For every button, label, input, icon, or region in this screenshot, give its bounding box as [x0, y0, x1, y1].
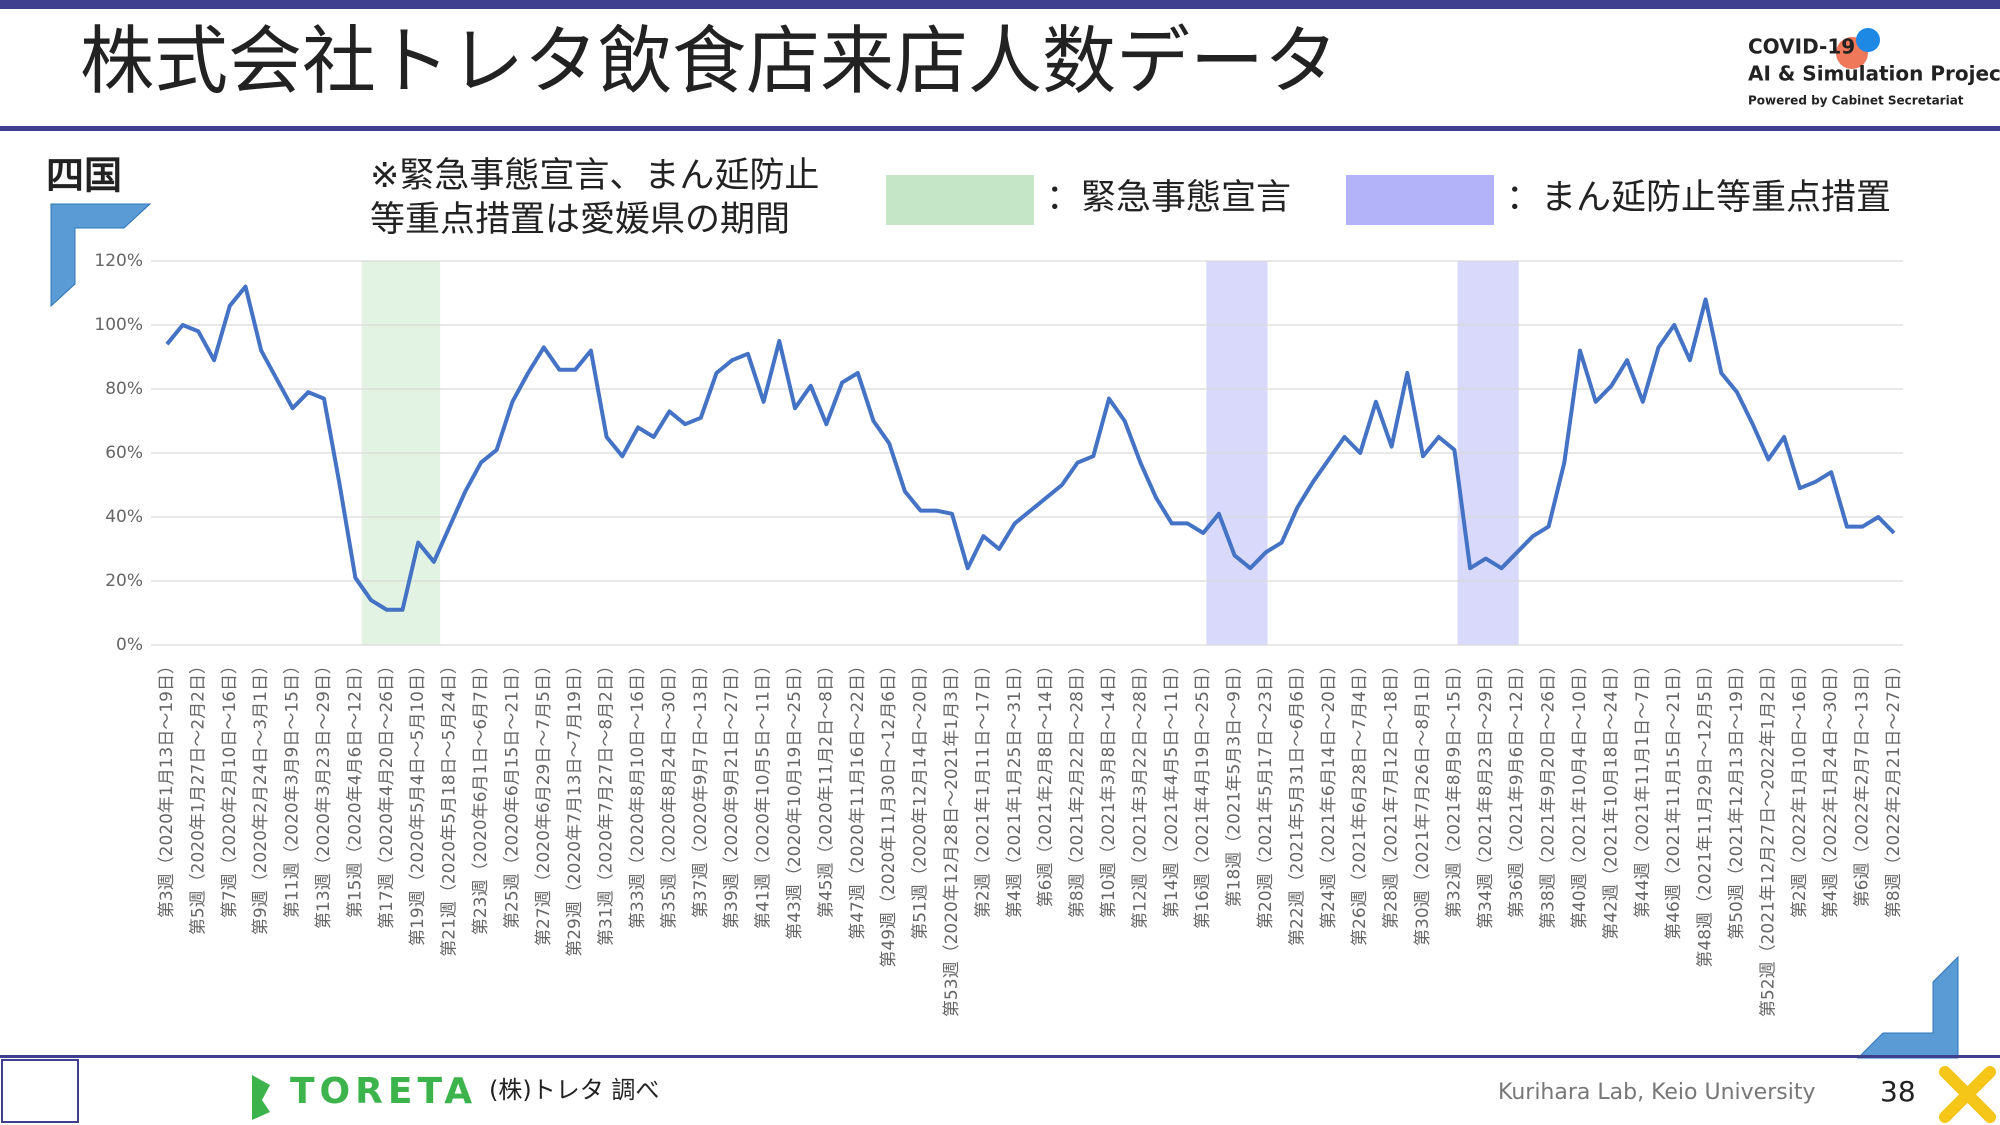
x-tick-label: 第53週（2020年12月28日～2021年1月3日） — [942, 657, 962, 1017]
x-tick-label: 第19週（2020年5月4日～5月10日） — [408, 657, 428, 946]
x-tick-label: 第38週（2021年9月20日～26日） — [1539, 657, 1559, 929]
brand: TORETA — [290, 1071, 477, 1112]
y-tick-label: 100% — [94, 315, 143, 335]
legend-label: ：緊急事態宣言 — [1046, 178, 1291, 218]
x-tick-label: 第21週（2020年5月18日～5月24日） — [440, 657, 460, 957]
x-tick-label: 第20週（2021年5月17日～23日） — [1256, 657, 1276, 929]
x-tick-label: 第2週（2021年1月11日～17日） — [973, 657, 993, 918]
x-tick-label: 第15週（2020年4月6日～12日） — [345, 657, 365, 918]
x-tick-label: 第13週（2020年3月23日～29日） — [314, 657, 334, 929]
x-tick-label: 第45週（2020年11月2日～8日） — [816, 657, 836, 918]
logo-text: AI & Simulation Project — [1748, 62, 2000, 86]
x-tick-label: 第14週（2021年4月5日～11日） — [1162, 657, 1182, 918]
x-tick-label: 第8週（2022年2月21日～27日） — [1884, 657, 1904, 918]
x-tick-label: 第5週（2020年1月27日～2月2日） — [188, 657, 208, 935]
x-tick-label: 第39週（2020年9月21日～27日） — [722, 657, 742, 929]
x-tick-label: 第43週（2020年10月19日～25日） — [785, 657, 805, 940]
y-tick-label: 40% — [105, 507, 143, 527]
legend-swatch — [886, 175, 1034, 225]
x-tick-label: 第35週（2020年8月24日～30日） — [659, 657, 679, 929]
x-tick-label: 第4週（2021年1月25日～31日） — [1005, 657, 1025, 918]
x-tick-label: 第6週（2022年2月7日～13日） — [1853, 657, 1873, 907]
x-tick-label: 第7週（2020年2月10日～16日） — [220, 657, 240, 918]
legend-label: ：まん延防止等重点措置 — [1506, 178, 1891, 218]
x-tick-label: 第36週（2021年9月6日～12日） — [1507, 657, 1527, 918]
x-tick-label: 第12週（2021年3月22日～28日） — [1130, 657, 1150, 929]
x-tick-label: 第29週（2020年7月13日～7月19日） — [565, 657, 585, 957]
x-tick-label: 第8週（2021年2月22日～28日） — [1068, 657, 1088, 918]
x-tick-label: 第11週（2020年3月9日～15日） — [283, 657, 303, 918]
x-tick-label: 第41週（2020年10月5日～11日） — [754, 657, 774, 929]
note: ※緊急事態宣言、まん延防止 — [370, 156, 819, 196]
x-tick-label: 第27週（2020年6月29日～7月5日） — [534, 657, 554, 946]
lab-logo — [1, 1059, 79, 1123]
x-tick-label: 第52週（2021年12月27日～2022年1月2日） — [1758, 657, 1778, 1017]
x-tick-label: 第28週（2021年7月12日～18日） — [1382, 657, 1402, 929]
x-tick-label: 第31週（2020年7月27日～8月2日） — [597, 657, 617, 946]
x-tick-label: 第40週（2021年10月4日～10日） — [1570, 657, 1590, 929]
slide-title: 株式会社トレタ飲食店来店人数データ — [80, 19, 1338, 105]
x-tick-label: 第30週（2021年7月26日～8月1日） — [1413, 657, 1433, 946]
x-tick-label: 第2週（2022年1月10日～16日） — [1790, 657, 1810, 918]
region-label: 四国 — [46, 154, 122, 198]
x-tick-label: 第26週（2021年6月28日～7月4日） — [1350, 657, 1370, 946]
logo-dot — [1856, 28, 1880, 52]
x-tick-label: 第24週（2021年6月14日～20日） — [1319, 657, 1339, 929]
logo-text: Powered by Cabinet Secretariat — [1748, 94, 1964, 108]
x-tick-label: 第17週（2020年4月20日～26日） — [377, 657, 397, 929]
top-bar — [0, 0, 2000, 9]
y-tick-label: 0% — [116, 635, 143, 655]
x-tick-label: 第32週（2021年8月9日～15日） — [1444, 657, 1464, 918]
y-tick-label: 20% — [105, 571, 143, 591]
credit: Kurihara Lab, Keio University — [1498, 1080, 1815, 1105]
source: (株)トレタ 調べ — [489, 1076, 659, 1104]
corner-deco — [50, 203, 152, 308]
y-tick-label: 60% — [105, 443, 143, 463]
x-tick-label: 第49週（2020年11月30日～12月6日） — [879, 657, 899, 968]
x-tick-label: 第16週（2021年4月19日～25日） — [1193, 657, 1213, 929]
x-tick-label: 第47週（2020年11月16日～22日） — [848, 657, 868, 940]
note: 等重点措置は愛媛県の期間 — [370, 200, 790, 240]
x-tick-label: 第51週（2020年12月14日～20日） — [911, 657, 931, 940]
data-line — [165, 284, 1896, 612]
x-tick-label: 第22週（2021年5月31日～6月6日） — [1287, 657, 1307, 946]
x-tick-label: 第37週（2020年9月7日～13日） — [691, 657, 711, 918]
x-tick-label: 第42週（2021年10月18日～24日） — [1601, 657, 1621, 940]
x-tick-label: 第44週（2021年11月1日～7日） — [1633, 657, 1653, 918]
title-rule — [0, 126, 2000, 131]
x-tick-label: 第46週（2021年11月15日～21日） — [1664, 657, 1684, 940]
page-number: 38 — [1880, 1075, 1916, 1108]
x-tick-label: 第9週（2020年2月24日～3月1日） — [251, 657, 271, 935]
corner-deco — [1856, 955, 1959, 1059]
x-tick-label: 第6週（2021年2月8日～14日） — [1036, 657, 1056, 907]
x-tick-label: 第4週（2022年1月24日～30日） — [1821, 657, 1841, 918]
x-tick-label: 第3週（2020年1月13日～19日） — [157, 657, 177, 918]
x-logo — [1939, 1066, 1996, 1123]
legend-swatch — [1346, 175, 1494, 225]
footer-rule — [0, 1055, 2000, 1058]
y-tick-label: 80% — [105, 379, 143, 399]
brand-icon — [252, 1075, 270, 1120]
logo-text: COVID-19 — [1748, 35, 1855, 59]
x-tick-label: 第48週（2021年11月29日～12月5日） — [1696, 657, 1716, 968]
x-tick-label: 第18週（2021年5月3日～9日） — [1225, 657, 1245, 907]
x-tick-label: 第34週（2021年8月23日～29日） — [1476, 657, 1496, 929]
x-tick-label: 第33週（2020年8月10日～16日） — [628, 657, 648, 929]
x-tick-label: 第10週（2021年3月8日～14日） — [1099, 657, 1119, 918]
y-tick-label: 120% — [94, 251, 143, 271]
x-tick-label: 第50週（2021年12月13日～19日） — [1727, 657, 1747, 940]
x-tick-label: 第23週（2020年6月1日～6月7日） — [471, 657, 491, 935]
x-tick-label: 第25週（2020年6月15日～21日） — [502, 657, 522, 929]
